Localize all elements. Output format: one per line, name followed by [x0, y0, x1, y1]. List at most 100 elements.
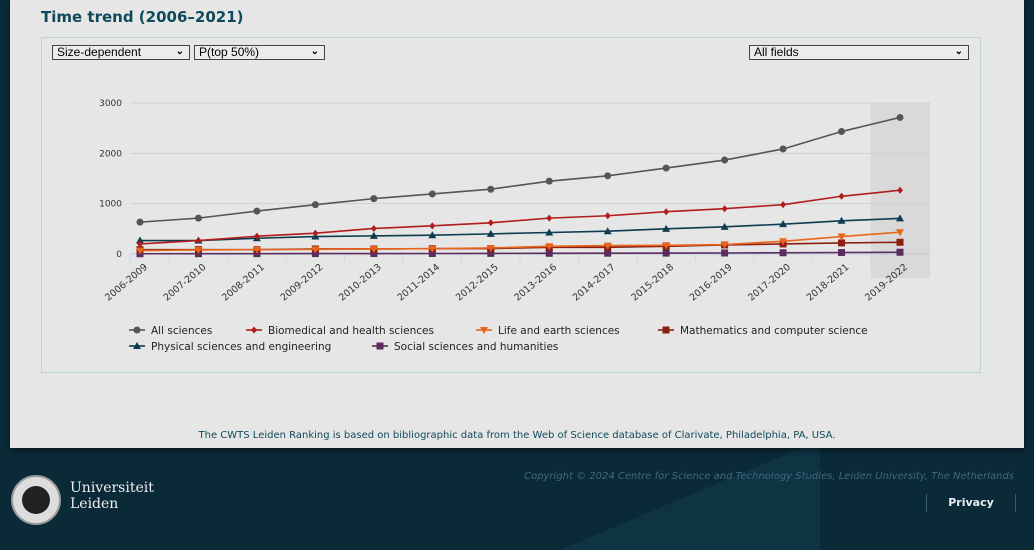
legend-label: Physical sciences and engineering [151, 341, 331, 353]
data-point [370, 250, 378, 258]
data-point [545, 228, 554, 236]
data-point [545, 243, 554, 251]
data-point [311, 250, 319, 258]
x-tick-label: 2011-2014 [395, 262, 442, 304]
data-point [663, 208, 670, 216]
data-point [838, 248, 846, 256]
data-point [604, 249, 612, 257]
legend-label: Biomedical and health sciences [268, 325, 434, 337]
data-point [837, 216, 846, 224]
x-tick-label: 2006-2009 [103, 262, 150, 304]
y-tick-label: 2000 [99, 149, 122, 159]
x-tick-label: 2009-2012 [279, 262, 326, 304]
data-point [428, 245, 437, 253]
data-point [662, 242, 671, 250]
legend-marker [662, 326, 670, 334]
data-point [136, 236, 144, 244]
data-point [253, 250, 261, 258]
data-point [779, 249, 787, 257]
x-tick-label: 2010-2013 [337, 262, 384, 304]
data-point [662, 224, 671, 232]
data-point [194, 246, 203, 254]
data-point [721, 249, 729, 257]
legend-label: Mathematics and computer science [680, 325, 868, 337]
data-point [136, 218, 144, 226]
university-name-logo: Universiteit Leiden [70, 480, 154, 512]
privacy-link[interactable]: Privacy [926, 494, 1016, 512]
section-title: Time trend (2006–2021) [41, 8, 244, 26]
data-point [896, 238, 904, 246]
line-chart: 0 1000 2000 3000 2006-2009 2007-2010 2008-2011… [99, 99, 930, 353]
legend-marker [480, 327, 488, 334]
data-point [195, 237, 202, 245]
legend-label: All sciences [151, 325, 212, 337]
data-point [369, 231, 378, 239]
data-point [720, 222, 729, 230]
field-select-value: All fields [754, 45, 799, 59]
x-tick-label: 2018-2021 [805, 262, 852, 304]
data-point [487, 219, 494, 227]
data-point [780, 201, 787, 209]
data-point [253, 232, 260, 240]
indicator-select-value: P(top 50%) [199, 45, 260, 59]
legend-marker [133, 342, 141, 349]
series-line [140, 217, 901, 242]
chevron-down-icon: ⌄ [175, 46, 184, 57]
series-line [139, 189, 901, 245]
legend-marker [376, 342, 384, 350]
data-point [136, 247, 144, 255]
y-tick-label: 0 [116, 250, 122, 260]
data-point [837, 233, 846, 241]
data-point [137, 240, 143, 248]
data-point [603, 242, 612, 250]
indicator-select[interactable]: P(top 50%) ⌄ [194, 45, 325, 60]
x-tick-label: 2015-2018 [629, 262, 676, 304]
x-tick-label: 2008-2011 [220, 262, 267, 304]
data-point [312, 229, 319, 237]
data-point [838, 239, 846, 247]
data-point [779, 145, 787, 153]
data-point [428, 249, 436, 257]
data-point [487, 185, 495, 193]
data-point [428, 190, 436, 198]
data-point [662, 249, 670, 257]
mode-select[interactable]: Size-dependent ⌄ [52, 45, 190, 60]
content-panel: Time trend (2006–2021) Size-dependent ⌄ P… [10, 0, 1024, 448]
data-point [428, 231, 437, 239]
data-point [369, 245, 378, 253]
data-point [896, 214, 904, 222]
data-point [370, 224, 377, 232]
data-point [721, 205, 728, 213]
series-line [139, 251, 901, 255]
data-point [896, 113, 904, 121]
series-line [139, 231, 901, 252]
data-point [486, 244, 495, 252]
data-point [253, 207, 261, 215]
data-point [838, 192, 845, 200]
chevron-down-icon: ⌄ [954, 46, 963, 57]
y-tick-label: 3000 [99, 99, 122, 109]
legend-label: Social sciences and humanities [394, 341, 558, 353]
copyright-text: Copyright © 2024 Centre for Science and … [524, 471, 1014, 482]
chevron-down-icon: ⌄ [310, 46, 319, 57]
data-point [662, 164, 670, 172]
data-point [720, 241, 729, 249]
x-tick-label: 2007-2010 [162, 262, 209, 304]
field-select[interactable]: All fields ⌄ [749, 45, 969, 60]
data-point [896, 248, 904, 256]
data-point [311, 201, 319, 209]
series-line [139, 116, 901, 223]
data-point [545, 249, 553, 257]
legend-label: Life and earth sciences [498, 325, 620, 337]
x-tick-label: 2012-2015 [454, 262, 501, 304]
data-point [838, 128, 846, 136]
data-point [546, 214, 553, 222]
data-point [897, 186, 903, 194]
x-tick-label: 2016-2019 [688, 262, 735, 304]
data-point [311, 246, 320, 254]
data-point [486, 229, 495, 237]
data-point [604, 212, 611, 220]
data-point [487, 249, 495, 257]
data-point [429, 222, 436, 230]
data-point [370, 195, 378, 203]
